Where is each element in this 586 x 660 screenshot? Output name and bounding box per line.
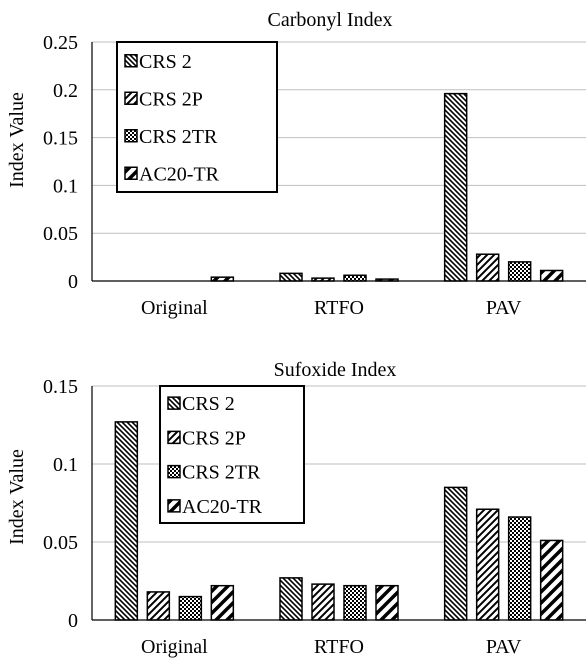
legend-label: CRS 2 — [139, 51, 192, 73]
bar — [343, 584, 367, 621]
bar — [443, 486, 468, 621]
legend-label: CRS 2TR — [182, 462, 261, 484]
bar — [178, 595, 203, 621]
x-tick-label: Original — [141, 297, 208, 319]
legend-box — [116, 41, 278, 193]
bar — [279, 272, 303, 282]
x-tick-label: PAV — [486, 297, 522, 319]
legend-label: CRS 2TR — [139, 126, 218, 148]
legend-label: CRS 2 — [182, 393, 235, 415]
x-tick-label: RTFO — [314, 636, 364, 658]
legend-box — [159, 385, 305, 524]
chart-title: Carbonyl Index — [268, 9, 393, 31]
y-tick-label: 0.2 — [53, 80, 78, 102]
hatched-square-icon — [124, 91, 138, 105]
chart-sulfoxide: Sufoxide Index Index Value 00.050.10.15 … — [6, 359, 586, 658]
hatched-square-icon — [124, 129, 138, 143]
y-tick-labels: 0 0.05 0.1 0.15 0.2 0.25 — [43, 32, 78, 293]
y-tick-label: 0.05 — [43, 532, 78, 554]
chart-carbonyl: Carbonyl Index Index Value 00.050.10.150… — [6, 9, 586, 319]
x-tick-labels: Original RTFO PAV — [141, 297, 522, 319]
legend-label: AC20-TR — [182, 496, 263, 518]
bar — [539, 539, 564, 621]
bar — [279, 577, 303, 621]
bar — [475, 508, 500, 621]
y-tick-label: 0.15 — [43, 128, 78, 150]
x-tick-label: PAV — [486, 636, 522, 658]
bar — [475, 253, 500, 282]
x-tick-label: RTFO — [314, 297, 364, 319]
y-tick-label: 0.05 — [43, 223, 78, 245]
hatched-square-icon — [167, 396, 181, 410]
bar — [375, 584, 399, 621]
legend: CRS 2 CRS 2P CRS 2TR AC20-TR — [116, 41, 278, 193]
legend-label: AC20-TR — [139, 163, 220, 185]
hatched-square-icon — [124, 54, 138, 68]
x-axis — [91, 386, 586, 621]
bar — [210, 584, 235, 621]
y-tick-label: 0.15 — [43, 376, 78, 398]
hatched-square-icon — [167, 464, 181, 479]
legend: CRS 2 CRS 2P CRS 2TR AC20-TR — [159, 385, 305, 524]
hatched-square-icon — [124, 166, 138, 180]
bar — [443, 92, 468, 282]
y-axis-label: Index Value — [6, 92, 28, 188]
hatched-square-icon — [167, 430, 181, 445]
y-tick-label: 0 — [68, 610, 78, 632]
y-tick-label: 0.25 — [43, 32, 78, 54]
x-tick-label: Original — [141, 636, 208, 658]
y-axis-label: Index Value — [6, 449, 28, 545]
bar — [539, 269, 564, 282]
y-tick-labels: 0 0.05 0.1 0.15 — [43, 376, 78, 632]
bar — [507, 516, 532, 621]
bar — [146, 591, 171, 621]
bars — [210, 92, 564, 282]
y-tick-label: 0 — [68, 271, 78, 293]
x-tick-labels: Original RTFO PAV — [141, 636, 522, 658]
legend-label: CRS 2P — [182, 427, 246, 449]
bar — [507, 261, 532, 282]
bar — [114, 421, 139, 621]
chart-title: Sufoxide Index — [274, 359, 397, 381]
hatched-square-icon — [167, 499, 181, 513]
y-tick-label: 0.1 — [53, 454, 78, 476]
bar — [311, 583, 335, 621]
bar — [343, 274, 367, 282]
legend-label: CRS 2P — [139, 88, 203, 110]
y-tick-label: 0.1 — [53, 175, 78, 197]
x-axis — [91, 42, 586, 282]
